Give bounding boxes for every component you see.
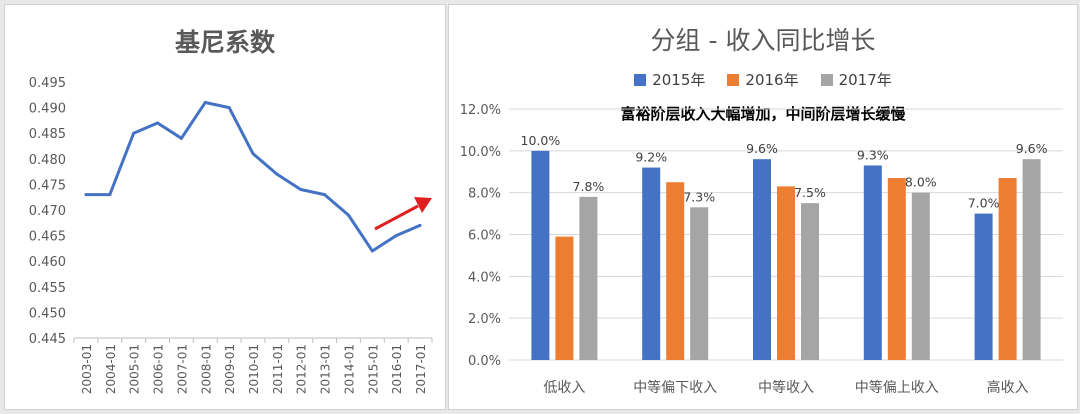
gini-data-point [84,193,88,197]
trend-arrow-shaft [374,204,419,231]
x-tick-label: 2004-01 [104,344,118,394]
y-tick-label: 0.450 [29,306,66,321]
y-tick-label: 6.0% [468,229,501,244]
data-label: 9.2% [635,150,667,165]
gini-series-line [85,100,421,253]
y-tick-label: 10.0% [460,145,501,160]
gini-data-point [156,121,160,125]
legend-swatch-2016 [727,73,740,86]
income-growth-bar-chart: 0.0% 2.0% 4.0% 6.0% 8.0% 10.0% 12.0% 10.0% 7.8% 低… [460,103,1063,396]
bar-2016年 [887,178,906,360]
data-label: 7.3% [683,189,715,204]
x-tick-label: 2014-01 [342,344,356,394]
bar-2017年 [690,207,709,360]
x-tick-label: 2010-01 [247,344,261,394]
x-tick-label: 2016-01 [390,344,404,394]
x-tick-label: 2005-01 [128,344,142,394]
gini-chart-title: 基尼系数 [174,28,275,57]
bar-2016年 [555,236,574,360]
legend-label-2015: 2015年 [652,71,706,89]
bar-2017年 [579,196,598,360]
bar-2017年 [911,192,930,360]
gini-data-point [179,136,183,140]
x-tick-label: 2013-01 [319,344,333,394]
income-growth-chart-panel: 分组 - 收入同比增长 2015年 2016年 2017年 富裕阶层收入大幅增加… [448,4,1078,410]
y-tick-label: 0.460 [29,255,66,270]
gini-data-point [323,193,327,197]
legend-swatch-2017 [820,73,833,86]
legend-item-2015: 2015年 [634,69,705,90]
y-tick-label: 8.0% [468,187,501,202]
x-tick-label: 2006-01 [152,344,166,394]
data-label: 9.6% [746,141,778,156]
legend: 2015年 2016年 2017年 [449,69,1077,90]
y-tick-label: 0.0% [468,354,501,369]
x-tick-label: 2008-01 [199,344,213,394]
y-tick-label: 0.495 [29,76,66,91]
y-tick-label: 2.0% [468,312,501,327]
gini-data-point [251,152,255,156]
data-label: 9.6% [1016,141,1048,156]
y-tick-label: 0.445 [29,332,66,347]
legend-swatch-2015 [634,73,647,86]
gini-data-point [299,188,303,192]
x-category-label: 中等收入 [758,379,814,396]
data-label: 9.3% [857,147,889,162]
data-label: 8.0% [905,175,937,190]
gini-line-chart: 0.445 0.450 0.455 0.460 0.465 0.470 0.475 0.480… [29,76,433,394]
gini-chart-panel: 基尼系数 0.445 0.450 0.455 0.460 0.465 0.470 0.475… [4,4,446,410]
gini-data-point [370,249,374,253]
gini-data-point [203,100,207,104]
y-tick-label: 0.480 [29,153,66,168]
bar-2017年 [1022,159,1041,360]
y-tick-label: 0.455 [29,281,66,296]
x-tick-label: 2003-01 [80,344,94,394]
legend-label-2016: 2016年 [745,71,799,89]
x-category-label: 高收入 [987,379,1029,396]
bar-2016年 [998,178,1017,360]
x-tick-label: 2015-01 [366,344,380,394]
bar-2016年 [666,182,685,360]
data-label: 10.0% [521,133,561,148]
bar-2015年 [642,167,661,360]
data-label: 7.5% [794,185,826,200]
legend-item-2017: 2017年 [820,69,892,90]
bar-2015年 [863,165,882,360]
x-tick-label: 2007-01 [175,344,189,394]
y-tick-label: 4.0% [468,270,501,285]
x-tick-label: 2012-01 [295,344,309,394]
data-label: 7.0% [968,196,1000,211]
x-category-label: 中等偏下收入 [633,379,717,396]
legend-item-2016: 2016年 [727,69,799,90]
y-tick-label: 0.470 [29,204,66,219]
income-growth-chart-title: 分组 - 收入同比增长 [650,26,876,55]
trend-arrow-head [414,197,432,213]
gini-data-point [394,234,398,238]
y-tick-label: 12.0% [460,103,501,118]
x-tick-label: 2009-01 [223,344,237,394]
gini-data-point [132,131,136,135]
data-label: 7.8% [573,179,605,194]
gini-data-point [346,213,350,217]
y-tick-label: 0.485 [29,127,66,142]
x-tick-label: 2011-01 [271,344,285,394]
gini-data-point [227,106,231,110]
gini-data-point [108,193,112,197]
x-tick-label: 2017-01 [414,344,428,394]
bar-2015年 [974,213,993,360]
x-category-label: 中等偏上收入 [855,379,939,396]
gini-data-point [418,223,422,227]
x-category-label: 低收入 [543,380,585,396]
bar-2015年 [753,159,771,360]
bar-2016年 [777,186,795,360]
legend-label-2017: 2017年 [838,71,892,89]
gini-data-point [275,172,279,176]
bar-2017年 [801,203,819,360]
y-tick-label: 0.465 [29,230,66,245]
y-tick-label: 0.475 [29,178,66,193]
y-tick-label: 0.490 [29,102,66,117]
bar-2015年 [531,150,550,360]
